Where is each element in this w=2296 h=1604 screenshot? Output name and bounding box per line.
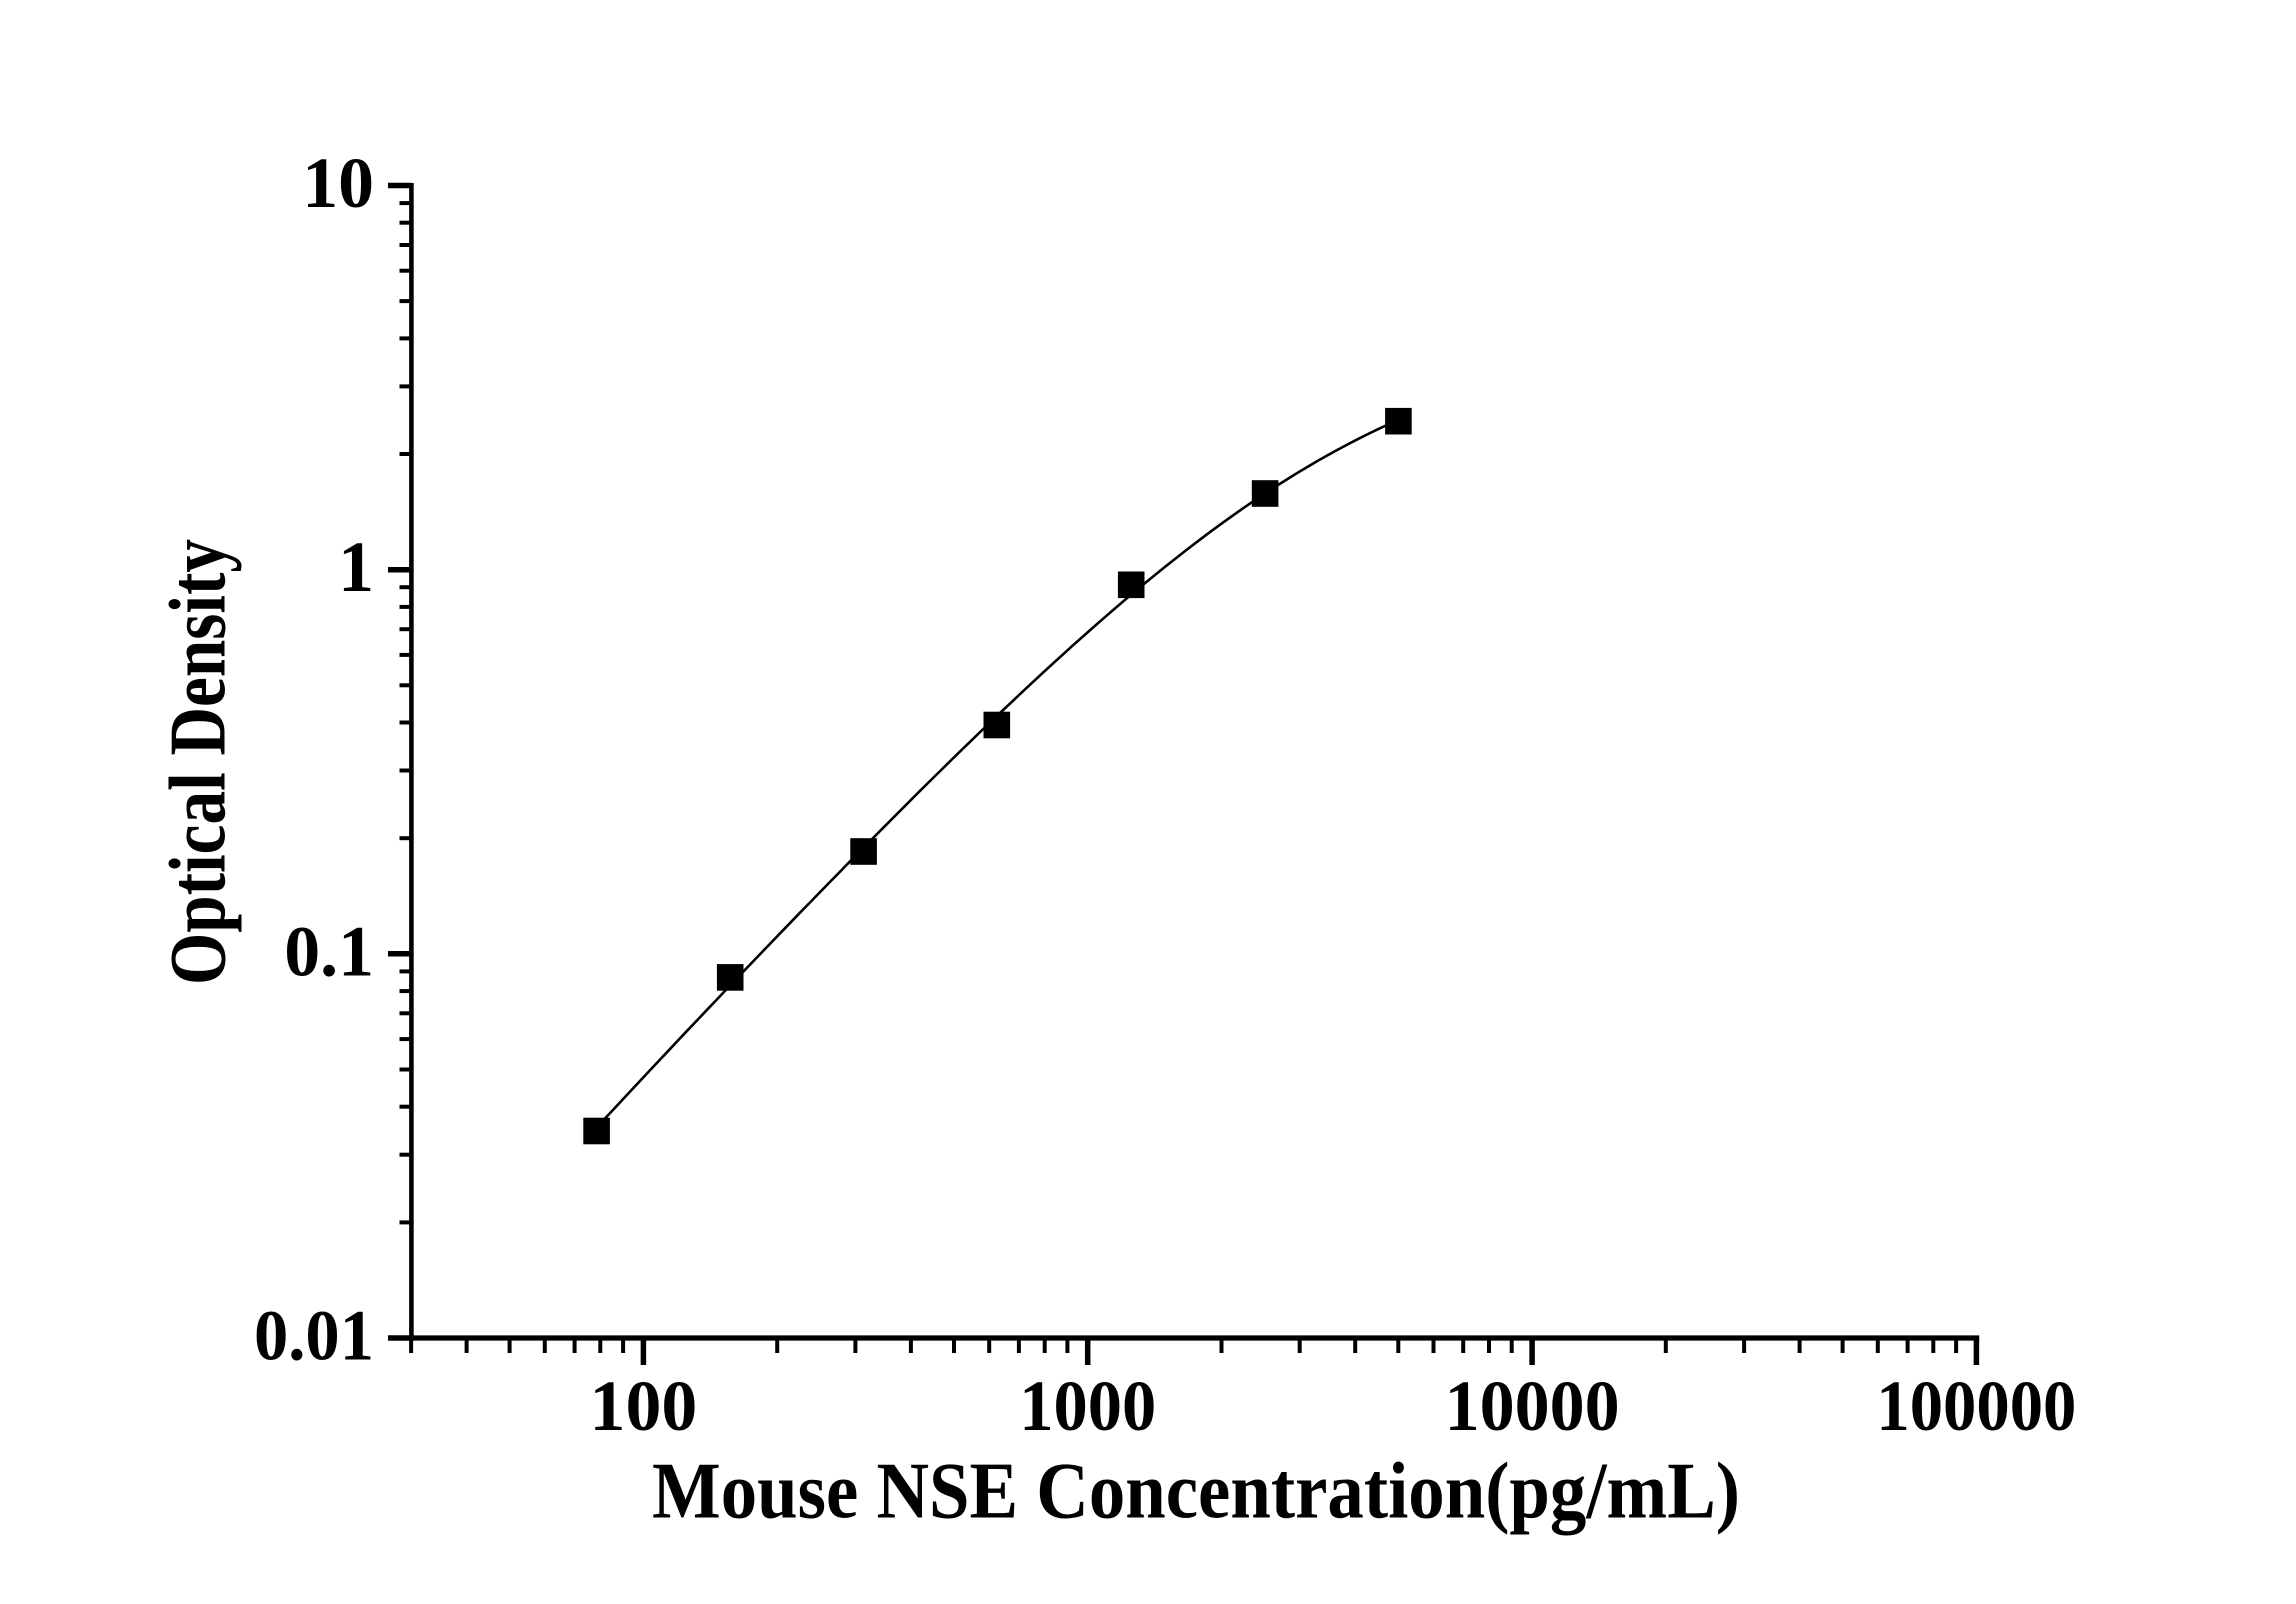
- svg-text:100000: 100000: [1876, 1366, 2076, 1446]
- svg-text:100: 100: [590, 1366, 698, 1446]
- svg-text:10: 10: [302, 143, 374, 223]
- svg-text:1: 1: [338, 527, 374, 607]
- svg-text:Mouse NSE Concentration(pg/mL): Mouse NSE Concentration(pg/mL): [652, 1448, 1740, 1536]
- svg-text:0.1: 0.1: [284, 911, 374, 991]
- svg-text:0.01: 0.01: [254, 1296, 374, 1376]
- svg-text:Optical Density: Optical Density: [155, 539, 243, 985]
- svg-text:10000: 10000: [1445, 1366, 1620, 1446]
- svg-text:1000: 1000: [1019, 1366, 1156, 1446]
